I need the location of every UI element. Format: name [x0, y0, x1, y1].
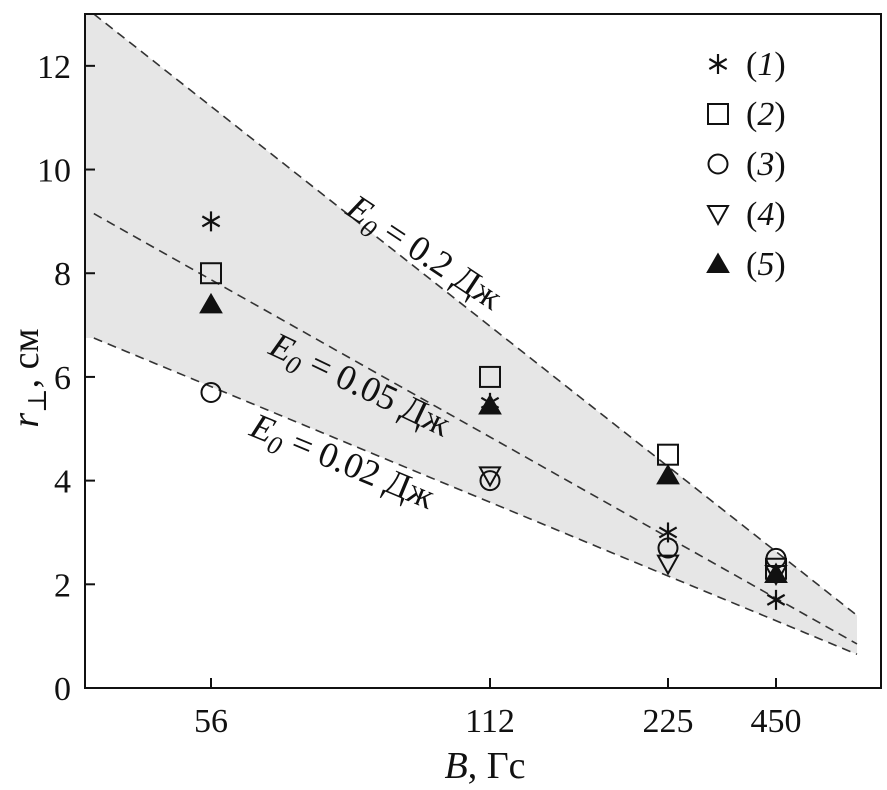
data-point-series-4: [656, 554, 680, 576]
reference-line-1: [93, 14, 858, 617]
legend-marker-5: [706, 252, 730, 273]
y-tick-label: 4: [54, 464, 71, 501]
data-point-series-1: [766, 589, 786, 610]
data-point-series-5: [656, 463, 680, 485]
x-axis-label: B, Гс: [444, 745, 525, 787]
legend-marker-4: [706, 205, 730, 227]
x-tick-label: 225: [643, 703, 694, 740]
legend: (1) (2) (3) (4) (5): [706, 46, 786, 283]
data-point-series-3: [657, 537, 679, 559]
legend-label-1: (1): [746, 46, 786, 83]
legend-label-5: (5): [746, 246, 786, 283]
y-tick-label: 6: [54, 360, 71, 397]
y-tick-label: 10: [37, 153, 71, 190]
y-tick-label: 2: [54, 567, 71, 604]
y-tick-label: 0: [54, 671, 71, 708]
data-point-series-4: [478, 466, 502, 488]
shaded-band: [85, 14, 857, 655]
legend-marker-2: [707, 103, 729, 125]
legend-marker-3: [707, 153, 729, 175]
legend-label-4: (4): [746, 196, 786, 233]
y-tick-label: 12: [37, 49, 71, 86]
x-tick-label: 450: [751, 703, 802, 740]
plot-frame: [84, 13, 882, 689]
legend-label-3: (3): [746, 146, 786, 183]
reference-line-2: [93, 212, 858, 645]
legend-marker-1: [708, 54, 728, 74]
data-point-series-5: [764, 562, 788, 583]
y-tick-label: 8: [54, 256, 71, 293]
data-point-series-1: [201, 211, 221, 232]
legend-label-2: (2): [746, 96, 786, 133]
data-point-series-5: [478, 393, 502, 415]
data-point-series-5: [199, 292, 223, 314]
data-point-series-2: [479, 365, 501, 388]
data-point-series-3: [479, 470, 501, 492]
data-point-series-2: [200, 262, 222, 285]
y-axis-label: r⊥, см: [5, 328, 52, 427]
x-tick-label: 112: [465, 703, 515, 740]
x-tick-label: 56: [194, 703, 228, 740]
data-point-series-3: [200, 381, 222, 403]
